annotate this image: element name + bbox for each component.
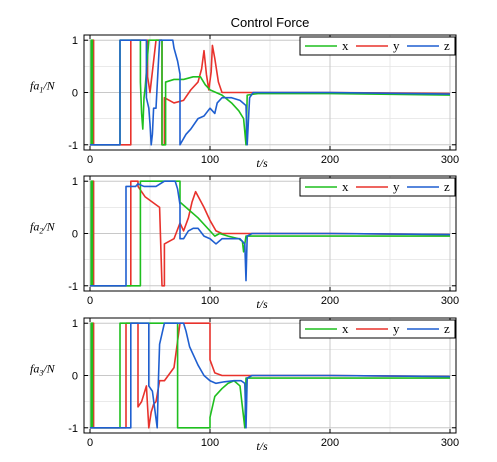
- legend-label-x: x: [342, 38, 349, 53]
- series-line-y: [90, 39, 451, 146]
- legend-label-x: x: [342, 179, 349, 194]
- x-tick-label: 100: [201, 154, 219, 166]
- series-group: [90, 180, 451, 287]
- legend-label-z: z: [444, 38, 450, 53]
- series-line-z: [90, 180, 451, 287]
- panel-3: 0 100 200 300 -1 0 1 fa3/N t/s x y z: [30, 317, 459, 453]
- y-tick-label: 1: [72, 318, 78, 330]
- x-axis-label: t/s: [256, 156, 268, 170]
- legend-label-y: y: [393, 38, 400, 53]
- x-tick-label: 300: [441, 154, 459, 166]
- x-tick-label: 200: [321, 154, 339, 166]
- legend-label-z: z: [444, 179, 450, 194]
- legend: x y z: [299, 36, 456, 56]
- y-axis-label: fa2/N: [30, 220, 56, 236]
- y-axis-label-main: fa: [30, 220, 39, 234]
- x-axis-label: t/s: [256, 439, 268, 453]
- y-tick-label: -1: [68, 423, 78, 435]
- x-tick-label: 0: [87, 295, 93, 307]
- chart-title: Control Force: [231, 15, 310, 30]
- y-tick-label: 1: [72, 176, 78, 188]
- series-line-x: [90, 180, 450, 287]
- y-axis-label-unit: /N: [42, 79, 55, 93]
- x-tick-label: 200: [321, 295, 339, 307]
- y-tick-label: 1: [72, 35, 78, 47]
- legend-label-z: z: [444, 321, 450, 336]
- x-tick-label: 100: [201, 437, 219, 449]
- x-tick-label: 100: [201, 295, 219, 307]
- y-axis-label: fa1/N: [30, 79, 56, 95]
- x-axis-label: t/s: [256, 297, 268, 311]
- series-group: [90, 322, 451, 429]
- y-axis-label-main: fa: [30, 79, 39, 93]
- y-tick-label: 0: [72, 229, 78, 241]
- y-axis-label-sub: 2: [39, 227, 43, 236]
- legend: x y z: [299, 319, 456, 339]
- y-axis-label-main: fa: [30, 362, 39, 376]
- y-tick-label: 0: [72, 88, 78, 100]
- x-tick-label: 200: [321, 437, 339, 449]
- series-line-z: [90, 322, 451, 429]
- series-group: [90, 39, 451, 146]
- series-line-x: [90, 322, 450, 429]
- y-axis-label: fa3/N: [30, 362, 56, 378]
- series-line-z: [90, 39, 451, 146]
- x-tick-label: 0: [87, 154, 93, 166]
- y-tick-label: -1: [68, 281, 78, 293]
- y-tick-label: -1: [68, 140, 78, 152]
- y-tick-label: 0: [72, 371, 78, 383]
- x-tick-label: 300: [441, 437, 459, 449]
- y-axis-label-sub: 3: [38, 369, 43, 378]
- y-axis-label-unit: /N: [42, 362, 55, 376]
- y-axis-label-unit: /N: [42, 220, 55, 234]
- y-axis-label-sub: 1: [39, 86, 43, 95]
- panel-2: 0 100 200 300 -1 0 1 fa2/N t/s x y z: [30, 175, 459, 311]
- legend-label-y: y: [393, 321, 400, 336]
- legend: x y z: [299, 177, 456, 197]
- x-tick-label: 0: [87, 437, 93, 449]
- legend-label-y: y: [393, 179, 400, 194]
- legend-label-x: x: [342, 321, 349, 336]
- x-tick-label: 300: [441, 295, 459, 307]
